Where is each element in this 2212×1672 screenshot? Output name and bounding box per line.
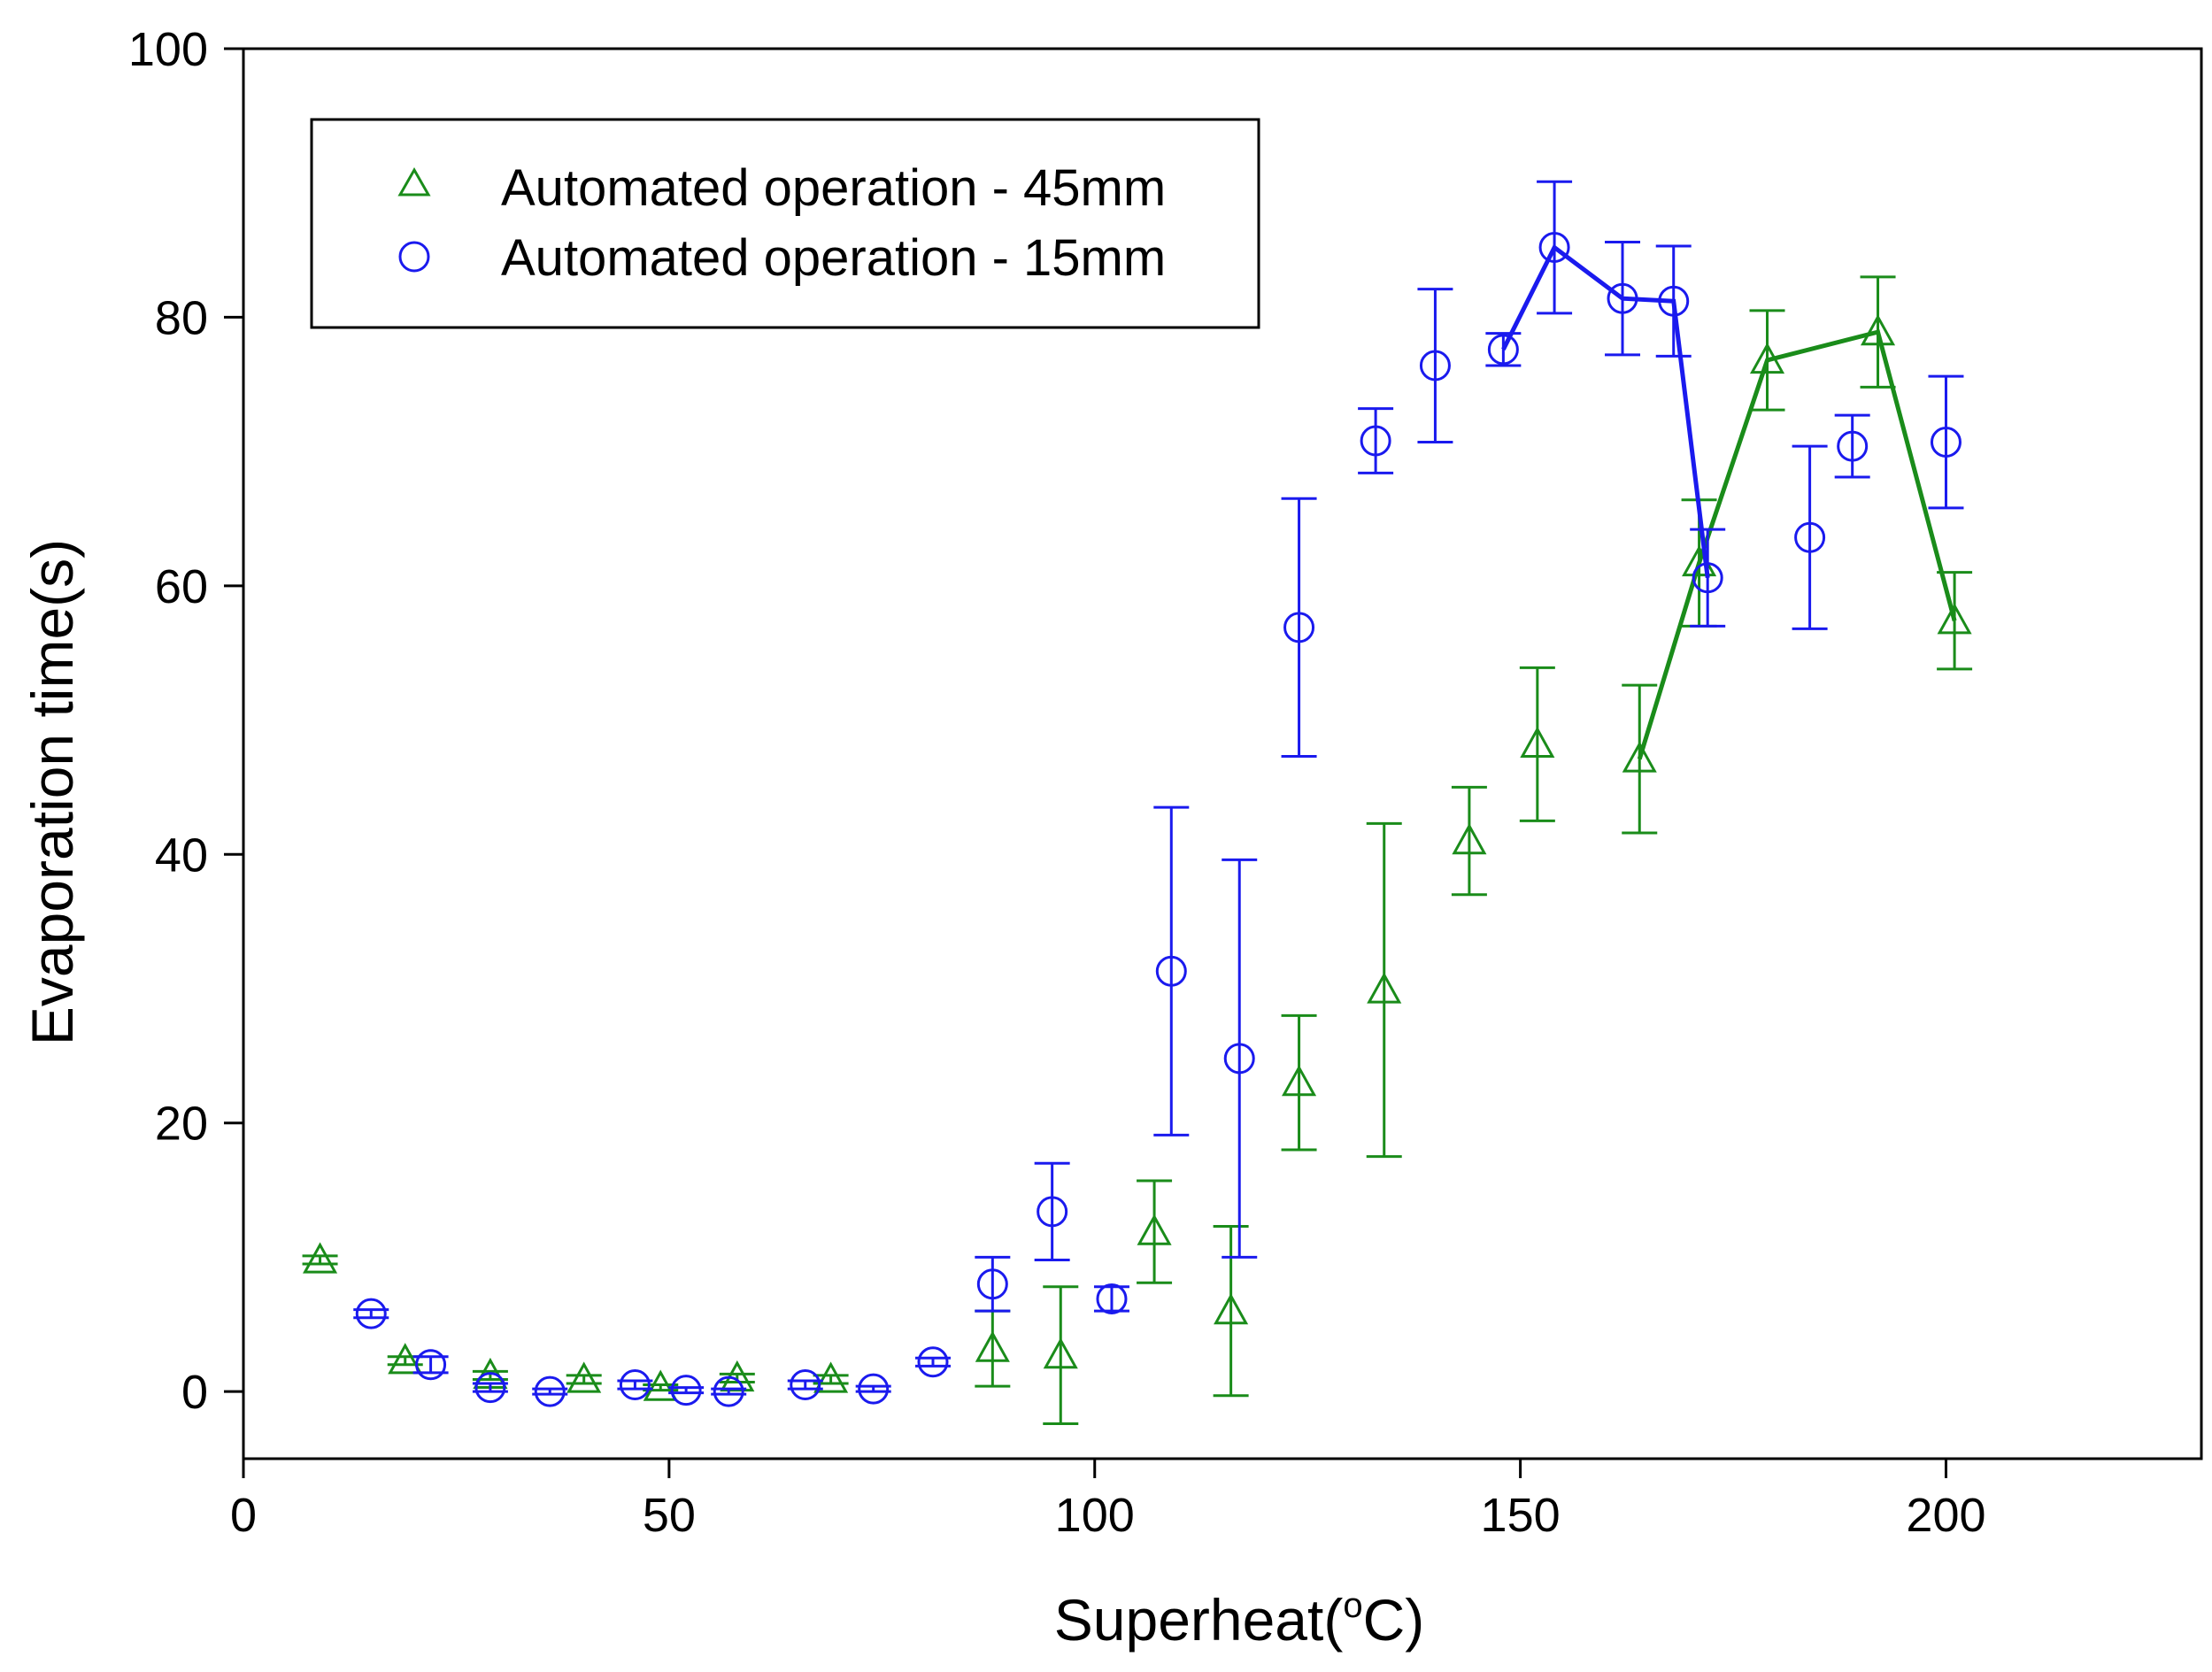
y-tick-label: 100 — [128, 23, 208, 76]
data-point-circle-15mm — [1037, 1196, 1068, 1228]
plot-frame — [242, 47, 2203, 1460]
legend-circle-icon — [398, 241, 430, 273]
data-point-circle-15mm — [355, 1298, 387, 1329]
data-point-triangle-45mm — [813, 1361, 849, 1393]
legend-label-45mm: Automated operation - 45mm — [501, 159, 1166, 217]
x-axis-title-tail: C) — [1363, 1587, 1425, 1653]
data-point-circle-15mm — [713, 1375, 744, 1407]
data-point-triangle-45mm — [975, 1330, 1010, 1362]
data-point-triangle-45mm — [1622, 741, 1657, 773]
data-point-circle-15mm — [415, 1349, 447, 1381]
data-point-circle-15mm — [1283, 612, 1315, 643]
data-point-circle-15mm — [619, 1369, 651, 1401]
data-point-circle-15mm — [1155, 955, 1187, 987]
data-point-circle-15mm — [1607, 282, 1638, 314]
legend-label-15mm: Automated operation - 15mm — [501, 229, 1166, 287]
data-point-triangle-45mm — [1937, 603, 1972, 635]
axes-layer: 0 50 100 150 200 0 20 40 60 80 100 — [128, 23, 2203, 1542]
data-point-triangle-45mm — [1367, 972, 1402, 1004]
data-point-triangle-45mm — [388, 1343, 423, 1375]
data-point-triangle-45mm — [1282, 1065, 1317, 1097]
data-point-circle-15mm — [1223, 1043, 1255, 1075]
data-point-triangle-45mm — [1452, 823, 1487, 855]
data-point-triangle-45mm — [1749, 342, 1785, 374]
x-axis-title-main: Superheat( — [1054, 1587, 1344, 1653]
data-point-triangle-45mm — [1520, 726, 1555, 758]
x-tick-label: 200 — [1906, 1489, 1985, 1542]
legend-item-15mm: Automated operation - 15mm — [398, 229, 1166, 287]
x-tick-label: 150 — [1481, 1489, 1561, 1542]
data-point-circle-15mm — [1538, 232, 1570, 264]
data-point-circle-15mm — [917, 1346, 949, 1378]
plot-layer — [302, 180, 1973, 1426]
legend-box — [310, 118, 1260, 329]
y-tick-label: 20 — [155, 1098, 208, 1151]
data-point-circle-15mm — [1837, 430, 1869, 462]
legend-triangle-icon — [397, 166, 431, 196]
data-point-circle-15mm — [1794, 521, 1826, 553]
data-point-circle-15mm — [858, 1373, 890, 1405]
y-tick-label: 40 — [155, 828, 208, 882]
x-tick-label: 50 — [643, 1489, 696, 1542]
data-point-circle-15mm — [534, 1375, 566, 1407]
data-point-triangle-45mm — [566, 1361, 602, 1393]
legend: Automated operation - 45mm Automated ope… — [310, 118, 1260, 329]
data-point-circle-15mm — [474, 1372, 506, 1404]
data-point-circle-15mm — [1930, 427, 1962, 458]
data-point-circle-15mm — [1360, 425, 1391, 457]
series-15mm — [353, 180, 1964, 1407]
y-tick-label: 60 — [155, 560, 208, 613]
x-tick-label: 100 — [1055, 1489, 1135, 1542]
data-point-triangle-45mm — [1860, 314, 1896, 346]
data-point-triangle-45mm — [1043, 1337, 1078, 1369]
data-point-circle-15mm — [1692, 562, 1723, 594]
legend-item-45mm: Automated operation - 45mm — [397, 159, 1166, 217]
data-point-circle-15mm — [1419, 350, 1451, 381]
y-tick-label: 0 — [181, 1366, 208, 1419]
data-point-triangle-45mm — [303, 1242, 338, 1274]
y-axis-title: Evaporation time(s) — [19, 539, 85, 1045]
y-tick-label: 80 — [155, 291, 208, 344]
data-point-circle-15mm — [1487, 334, 1519, 366]
data-point-circle-15mm — [976, 1268, 1008, 1300]
data-point-circle-15mm — [670, 1375, 702, 1406]
x-axis-title: Superheat(oC) — [1054, 1586, 1424, 1653]
data-point-triangle-45mm — [1137, 1214, 1172, 1245]
data-point-circle-15mm — [1658, 285, 1690, 317]
data-point-circle-15mm — [1096, 1283, 1128, 1314]
data-point-circle-15mm — [790, 1369, 821, 1401]
data-point-triangle-45mm — [1214, 1293, 1249, 1325]
x-axis-title-superscript: o — [1343, 1586, 1362, 1625]
x-tick-label: 0 — [230, 1489, 257, 1542]
data-point-triangle-45mm — [643, 1369, 678, 1401]
